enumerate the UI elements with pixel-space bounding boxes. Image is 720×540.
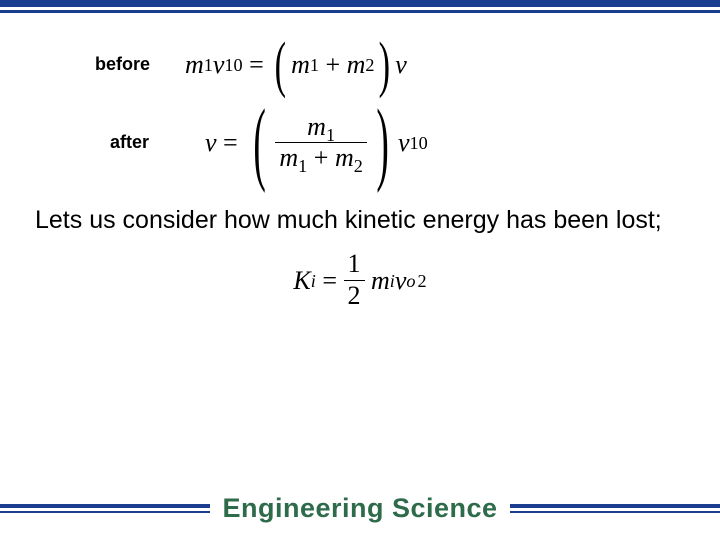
- content-area: before m1v10 = (m1 + m2)v after v = (m1m…: [0, 40, 720, 312]
- footer-rules-left: [0, 504, 210, 513]
- before-label: before: [35, 54, 155, 75]
- footer-rule-r2: [510, 511, 720, 513]
- footer-rules-right: [510, 504, 720, 513]
- footer: Engineering Science: [0, 493, 720, 524]
- footer-title: Engineering Science: [210, 493, 509, 524]
- top-rule-thin: [0, 10, 720, 13]
- equation-after: v = (m1m1 + m2)v10: [155, 110, 428, 176]
- footer-rule-l2: [0, 511, 210, 513]
- top-rule-thick: [0, 0, 720, 7]
- equation-after-row: after v = (m1m1 + m2)v10: [35, 110, 685, 176]
- equation-ki: Ki = 12 mivo2: [293, 249, 426, 311]
- after-label: after: [35, 132, 155, 153]
- equation-before: m1v10 = (m1 + m2)v: [155, 40, 407, 90]
- top-rules: [0, 0, 720, 13]
- equation-before-row: before m1v10 = (m1 + m2)v: [35, 40, 685, 90]
- equation-ki-row: Ki = 12 mivo2: [35, 249, 685, 311]
- footer-bar: Engineering Science: [0, 493, 720, 524]
- body-text: Lets us consider how much kinetic energy…: [35, 205, 685, 235]
